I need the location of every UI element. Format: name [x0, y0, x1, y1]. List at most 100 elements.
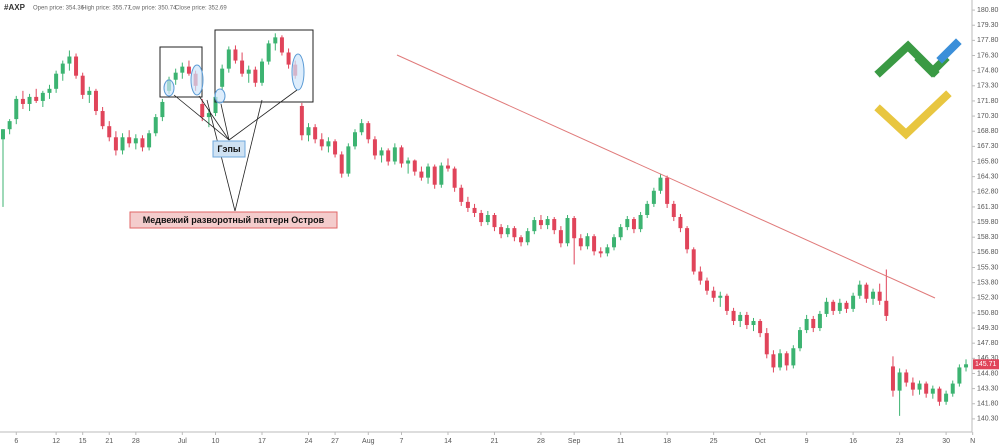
candle-body: [240, 60, 245, 74]
arrow: [228, 89, 298, 141]
candle-body: [27, 96, 32, 104]
x-tick-label: 12: [52, 438, 60, 445]
pattern-label-box: [129, 211, 338, 229]
candle-body: [585, 236, 590, 247]
candle-body: [406, 160, 411, 164]
y-tick-label: 164.30: [977, 173, 999, 180]
candle-body: [445, 165, 450, 169]
candle-body: [678, 217, 683, 229]
candle-body: [346, 146, 351, 174]
open-price: Open price: 354.36: [33, 6, 85, 12]
x-tick-label: 16: [849, 438, 857, 445]
candle-body: [60, 63, 65, 74]
candle-body: [724, 295, 729, 311]
candle-body: [386, 150, 391, 162]
candle-body: [74, 56, 79, 76]
candle-body: [233, 49, 238, 61]
candle-body: [691, 249, 696, 272]
x-tick-label: 27: [331, 438, 339, 445]
candle-body: [751, 320, 756, 326]
x-tick-label: 10: [212, 438, 220, 445]
candle-body: [811, 318, 816, 329]
candle-body: [831, 301, 836, 311]
candle-body: [572, 218, 577, 239]
logo-blue: [936, 38, 962, 64]
candle-body: [718, 295, 723, 298]
candle-body: [452, 168, 457, 188]
y-tick-label: 158.30: [977, 234, 999, 241]
arrows: [173, 89, 298, 212]
candle-body: [784, 353, 789, 366]
candle-body: [432, 166, 437, 185]
low-price: Low price: 350.74: [129, 6, 177, 12]
candle-body: [499, 227, 504, 235]
candle-body: [359, 123, 364, 133]
gap-marker: [190, 64, 204, 96]
candle-body: [160, 101, 165, 118]
logo: [874, 38, 962, 140]
candle-body: [910, 382, 915, 390]
candle-body: [246, 69, 251, 74]
x-tick-label: 7: [400, 438, 404, 445]
candle-body: [964, 364, 969, 368]
candle-body: [645, 203, 650, 215]
candle-body: [180, 66, 185, 73]
candle-body: [459, 187, 464, 202]
candle-body: [472, 207, 477, 213]
candle-body: [512, 228, 517, 238]
x-tick-label: 11: [617, 438, 624, 445]
candle-body: [34, 96, 39, 101]
candle-body: [871, 291, 876, 299]
y-tick-label: 162.80: [977, 189, 999, 196]
candle-body: [625, 219, 630, 228]
candle-body: [439, 165, 444, 185]
gaps-label: Гэпы: [217, 144, 241, 154]
candle-body: [20, 98, 25, 104]
candle-body: [479, 212, 484, 223]
y-tick-label: 149.30: [977, 325, 999, 332]
x-tick-label: 23: [896, 438, 904, 445]
candle-body: [93, 90, 98, 112]
candle-body: [605, 247, 610, 254]
candle-body: [950, 383, 955, 394]
candle-body: [771, 354, 776, 368]
y-tick-label: 168.80: [977, 128, 999, 135]
candle-body: [339, 154, 344, 174]
high-price: High price: 355.77: [82, 6, 131, 12]
candle-body: [206, 113, 211, 118]
candle-body: [837, 302, 842, 311]
gap-marker: [291, 53, 305, 91]
candle-body: [412, 160, 417, 172]
candle-body: [791, 348, 796, 366]
candle-body: [731, 310, 736, 321]
candle-body: [904, 372, 909, 383]
x-tick-label: 21: [105, 438, 113, 445]
candle-body: [67, 56, 72, 64]
logo-yellow: [874, 90, 952, 140]
candle-body: [485, 215, 490, 223]
y-tick-label: 140.30: [977, 416, 999, 423]
candle-body: [651, 190, 656, 204]
x-tick-label: 24: [305, 438, 313, 445]
candle-body: [260, 61, 265, 83]
candle-body: [379, 150, 384, 156]
candle-body: [372, 139, 377, 156]
candle-body: [817, 313, 822, 329]
candle-body: [299, 105, 304, 136]
candle-body: [326, 141, 331, 147]
candle-body: [844, 302, 849, 309]
y-tick-label: 153.80: [977, 279, 999, 286]
candle-body: [273, 37, 278, 44]
x-tick-label: 28: [132, 438, 140, 445]
x-tick-label: 9: [805, 438, 809, 445]
candle-body: [618, 227, 623, 238]
candle-body: [465, 201, 470, 208]
x-tick-label: Aug: [362, 438, 375, 445]
candle-body: [538, 220, 543, 226]
trend-line: [396, 54, 936, 299]
x-tick-label: 6: [14, 438, 18, 445]
candle-body: [113, 137, 118, 151]
y-tick-label: 144.80: [977, 370, 999, 377]
candle-body: [505, 228, 510, 235]
y-tick-label: 161.30: [977, 204, 999, 211]
